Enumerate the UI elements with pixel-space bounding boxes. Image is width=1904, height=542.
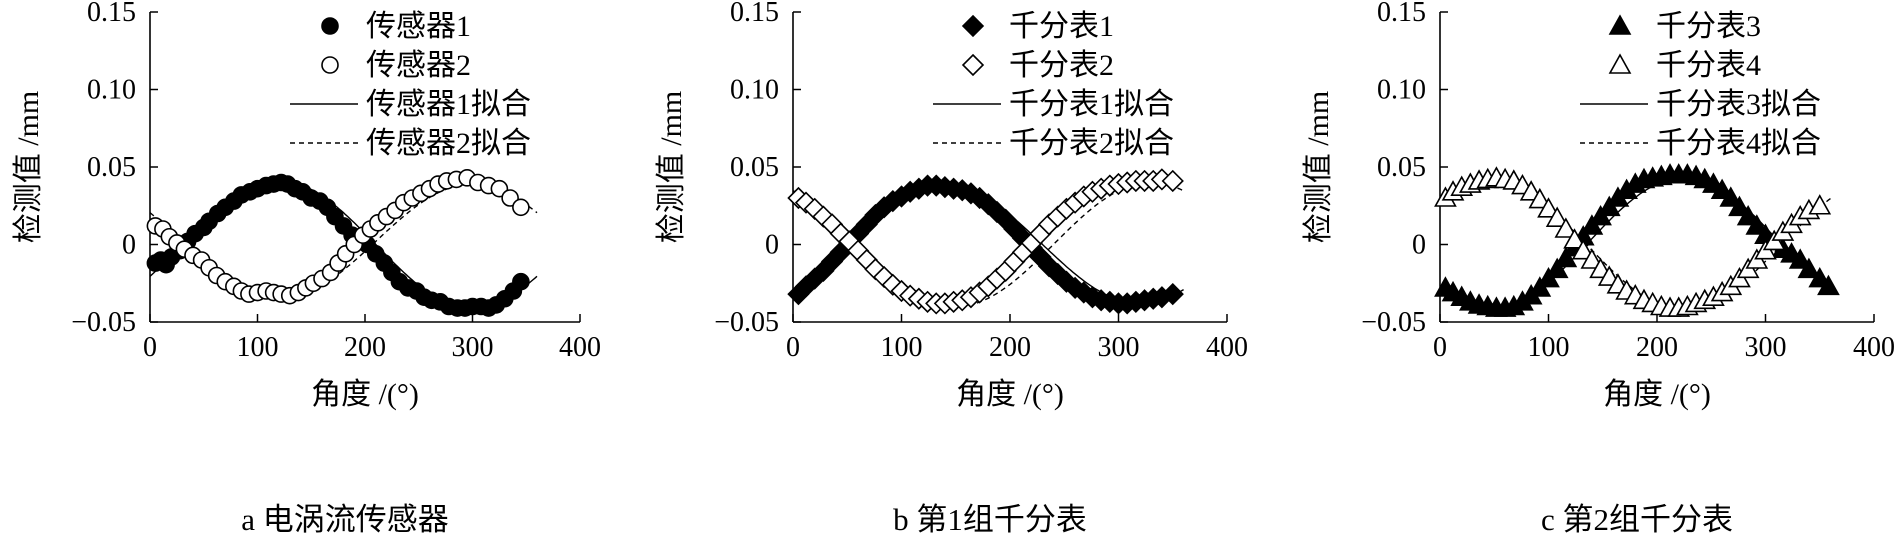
legend-entry-1: 传感器1 <box>321 10 471 43</box>
data-point <box>1161 169 1184 193</box>
legend-entry-2: 千分表2 <box>961 49 1114 82</box>
legend-entry-4: 千分表4拟合 <box>1580 127 1821 160</box>
legend-marker <box>1608 53 1632 74</box>
legend-label: 千分表4拟合 <box>1656 127 1821 160</box>
legend-label: 传感器1 <box>366 10 471 43</box>
legend-label: 传感器2 <box>366 49 471 82</box>
x-axis-label: 角度 /(°) <box>956 378 1064 411</box>
x-tick-label: 300 <box>452 332 494 363</box>
legend-entry-3: 传感器1拟合 <box>290 88 531 121</box>
data-point <box>1745 214 1769 235</box>
data-point <box>1797 257 1821 279</box>
legend-entry-1: 千分表3 <box>1608 10 1761 43</box>
legend-label: 千分表1 <box>1009 10 1114 43</box>
fit-curve-3 <box>149 180 538 309</box>
legend-marker <box>961 14 985 38</box>
data-point <box>1788 248 1812 269</box>
x-axis-label: 角度 /(°) <box>311 378 419 411</box>
y-tick-label: 0.15 <box>87 0 136 28</box>
legend-entry-4: 千分表2拟合 <box>933 127 1174 160</box>
data-point <box>1580 248 1604 269</box>
y-tick-label: 0.05 <box>730 152 779 183</box>
data-point <box>1728 195 1751 217</box>
x-tick-label: 400 <box>559 332 601 363</box>
legend-entry-2: 千分表4 <box>1608 49 1761 82</box>
x-tick-label: 100 <box>1528 332 1570 363</box>
data-point <box>1719 186 1743 207</box>
legend-marker <box>321 17 339 35</box>
data-point <box>1808 194 1832 215</box>
x-tick-label: 400 <box>1853 332 1895 363</box>
x-tick-label: 200 <box>344 332 386 363</box>
data-point <box>512 272 530 291</box>
y-tick-label: 0.05 <box>1377 152 1426 183</box>
x-tick-label: 300 <box>1098 332 1140 363</box>
legend-label: 千分表3拟合 <box>1656 88 1821 121</box>
data-point <box>512 198 530 217</box>
y-tick-label: 0.05 <box>87 152 136 183</box>
legend-entry-3: 千分表3拟合 <box>1580 88 1821 121</box>
x-tick-label: 300 <box>1745 332 1787 363</box>
fit-curve-4 <box>149 183 538 300</box>
x-tick-label: 0 <box>786 332 800 363</box>
y-tick-label: 0.10 <box>730 75 779 106</box>
legend-label: 千分表2拟合 <box>1009 127 1174 160</box>
data-point <box>1554 217 1578 238</box>
y-tick-label: 0 <box>765 230 779 261</box>
y-axis-label: 检测值 /mm <box>12 91 45 244</box>
x-axis-label: 角度 /(°) <box>1603 378 1711 411</box>
x-tick-label: 100 <box>881 332 923 363</box>
legend-marker <box>1608 14 1632 35</box>
y-axis-label: 检测值 /mm <box>655 91 688 244</box>
data-point <box>1817 274 1840 296</box>
y-tick-label: −0.05 <box>1361 307 1426 338</box>
data-point <box>1571 239 1595 260</box>
data-point <box>1528 187 1552 209</box>
legend-label: 千分表2 <box>1009 49 1114 82</box>
y-tick-label: 0 <box>122 230 136 261</box>
y-tick-label: 0.10 <box>1377 75 1426 106</box>
panel-caption: a 电涡流传感器 <box>241 502 449 537</box>
legend-label: 千分表1拟合 <box>1009 88 1174 121</box>
panel-caption: c 第2组千分表 <box>1541 502 1733 537</box>
x-tick-label: 0 <box>143 332 157 363</box>
data-point <box>1554 246 1578 268</box>
legend-label: 千分表4 <box>1656 49 1761 82</box>
data-point <box>1545 257 1569 279</box>
x-tick-label: 200 <box>1636 332 1678 363</box>
legend-marker <box>321 56 339 74</box>
legend-marker <box>961 53 985 77</box>
x-tick-label: 400 <box>1206 332 1248 363</box>
legend-label: 传感器1拟合 <box>366 88 531 121</box>
y-tick-label: −0.05 <box>714 307 779 338</box>
legend-entry-2: 传感器2 <box>321 49 471 82</box>
legend-entry-4: 传感器2拟合 <box>290 127 531 160</box>
x-tick-label: 200 <box>989 332 1031 363</box>
data-point <box>1563 228 1586 249</box>
y-tick-label: 0 <box>1412 230 1426 261</box>
y-tick-label: −0.05 <box>71 307 136 338</box>
legend-label: 传感器2拟合 <box>366 127 531 160</box>
x-tick-label: 100 <box>237 332 279 363</box>
fit-curve-4 <box>1439 178 1832 311</box>
data-point <box>1161 282 1184 306</box>
y-axis-label: 检测值 /mm <box>1302 91 1335 244</box>
legend-entry-3: 千分表1拟合 <box>933 88 1174 121</box>
legend-entry-1: 千分表1 <box>961 10 1114 43</box>
x-tick-label: 0 <box>1433 332 1447 363</box>
data-point <box>1537 197 1560 218</box>
data-point <box>1545 206 1569 227</box>
y-tick-label: 0.15 <box>730 0 779 28</box>
data-point <box>1736 204 1760 226</box>
panel-caption: b 第1组千分表 <box>893 502 1087 537</box>
y-tick-label: 0.15 <box>1377 0 1426 28</box>
y-tick-label: 0.10 <box>87 75 136 106</box>
legend-label: 千分表3 <box>1656 10 1761 43</box>
